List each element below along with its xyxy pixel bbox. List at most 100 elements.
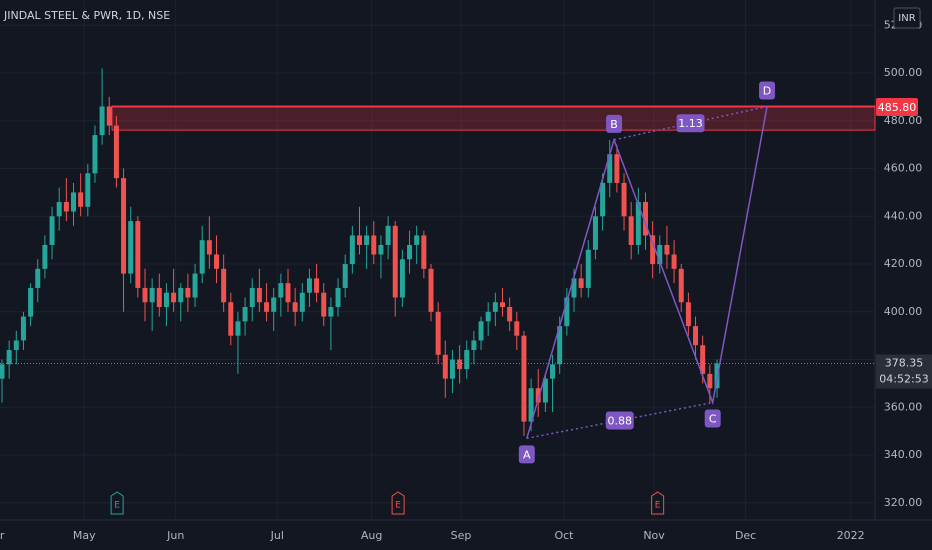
candle-body xyxy=(278,283,284,298)
y-tick-label: 460.00 xyxy=(884,162,923,175)
candle-body xyxy=(113,125,119,179)
candle-body xyxy=(85,173,91,207)
candle-body xyxy=(264,302,270,312)
candle-body xyxy=(56,201,62,217)
candle-body xyxy=(442,354,448,379)
candle-body xyxy=(421,235,427,269)
ratio-label: 1.13 xyxy=(678,117,703,130)
candle-body xyxy=(335,287,341,308)
candle-body xyxy=(235,321,241,336)
candle-body xyxy=(156,287,162,308)
candle-body xyxy=(49,216,55,245)
candle-body xyxy=(121,178,127,274)
candle-body xyxy=(571,278,577,298)
candle-body xyxy=(671,254,677,269)
countdown-label: 04:52:53 xyxy=(879,372,928,385)
x-tick-label: May xyxy=(73,529,96,542)
candle-body xyxy=(564,297,570,327)
candle-body xyxy=(199,240,205,274)
currency-label: INR xyxy=(898,13,915,24)
candle-body xyxy=(285,283,291,303)
candle-body xyxy=(192,273,198,298)
candle-body xyxy=(700,345,706,374)
candle-body xyxy=(485,311,491,322)
x-tick-label: Apr xyxy=(0,529,5,542)
candle-body xyxy=(514,321,520,336)
candle-body xyxy=(557,326,563,365)
level-tag xyxy=(876,97,918,116)
candle-body xyxy=(78,192,84,207)
candle-body xyxy=(478,321,484,341)
ratio-badge xyxy=(676,114,705,133)
candle-body xyxy=(292,302,298,312)
event-marker xyxy=(651,491,665,515)
candle-body xyxy=(349,235,355,265)
candle-body xyxy=(392,225,398,298)
candle-body xyxy=(492,302,498,312)
candle-body xyxy=(42,244,48,269)
candle-body xyxy=(499,302,505,308)
candle-body xyxy=(256,287,262,303)
level-tag-label: 485.80 xyxy=(878,101,917,114)
last-price-tag xyxy=(876,354,932,389)
candle-body xyxy=(92,135,98,174)
candle-body xyxy=(13,340,19,351)
candle-body xyxy=(449,359,455,379)
candle-body xyxy=(578,278,584,288)
ratio-badge xyxy=(605,411,634,430)
candle-body xyxy=(471,340,477,351)
candle-body xyxy=(106,106,112,126)
candle-body xyxy=(342,264,348,288)
candle-body xyxy=(20,316,26,341)
candle-body xyxy=(306,278,312,293)
candle-body xyxy=(249,287,255,308)
y-tick-label: 420.00 xyxy=(884,257,923,270)
candle-body xyxy=(356,235,362,245)
y-tick-label: 500.00 xyxy=(884,66,923,79)
candle-body xyxy=(614,154,620,183)
candle-body xyxy=(221,268,227,303)
x-tick-label: Nov xyxy=(643,529,665,542)
candle-body xyxy=(35,268,41,288)
event-label: E xyxy=(655,501,661,511)
candle-body xyxy=(135,221,141,288)
candle-body xyxy=(6,350,12,365)
candle-body xyxy=(428,268,434,312)
y-tick-label: 360.00 xyxy=(884,400,923,413)
candle-body xyxy=(535,388,541,403)
candle-body xyxy=(592,216,598,250)
pattern-line xyxy=(526,106,768,439)
candle-body xyxy=(364,235,370,245)
point-badge xyxy=(606,114,623,133)
candle-body xyxy=(664,244,670,255)
candle-body xyxy=(414,235,420,245)
candle-body xyxy=(213,254,219,269)
event-marker xyxy=(391,491,405,515)
candle-body xyxy=(685,302,691,327)
candle-body xyxy=(635,201,641,245)
ratio-line xyxy=(526,401,713,440)
resistance-zone xyxy=(111,105,876,131)
candle-body xyxy=(399,259,405,298)
candle-body xyxy=(385,225,391,245)
candle-body xyxy=(314,278,320,293)
candle-body xyxy=(242,307,248,322)
candle-body xyxy=(63,201,69,212)
candle-body xyxy=(464,350,470,370)
candle-body xyxy=(0,364,5,379)
point-label: C xyxy=(709,413,717,426)
candle-body xyxy=(128,221,134,274)
candle-body xyxy=(299,292,305,312)
last-price-label: 378.35 xyxy=(885,356,924,369)
event-label: E xyxy=(395,501,401,511)
chart-title: JINDAL STEEL & PWR, 1D, NSE xyxy=(3,9,170,22)
x-tick-label: Dec xyxy=(735,529,756,542)
candle-body xyxy=(28,287,34,317)
point-label: A xyxy=(523,448,531,461)
candle-body xyxy=(678,268,684,303)
candle-body xyxy=(321,292,327,317)
event-marker xyxy=(110,491,124,515)
